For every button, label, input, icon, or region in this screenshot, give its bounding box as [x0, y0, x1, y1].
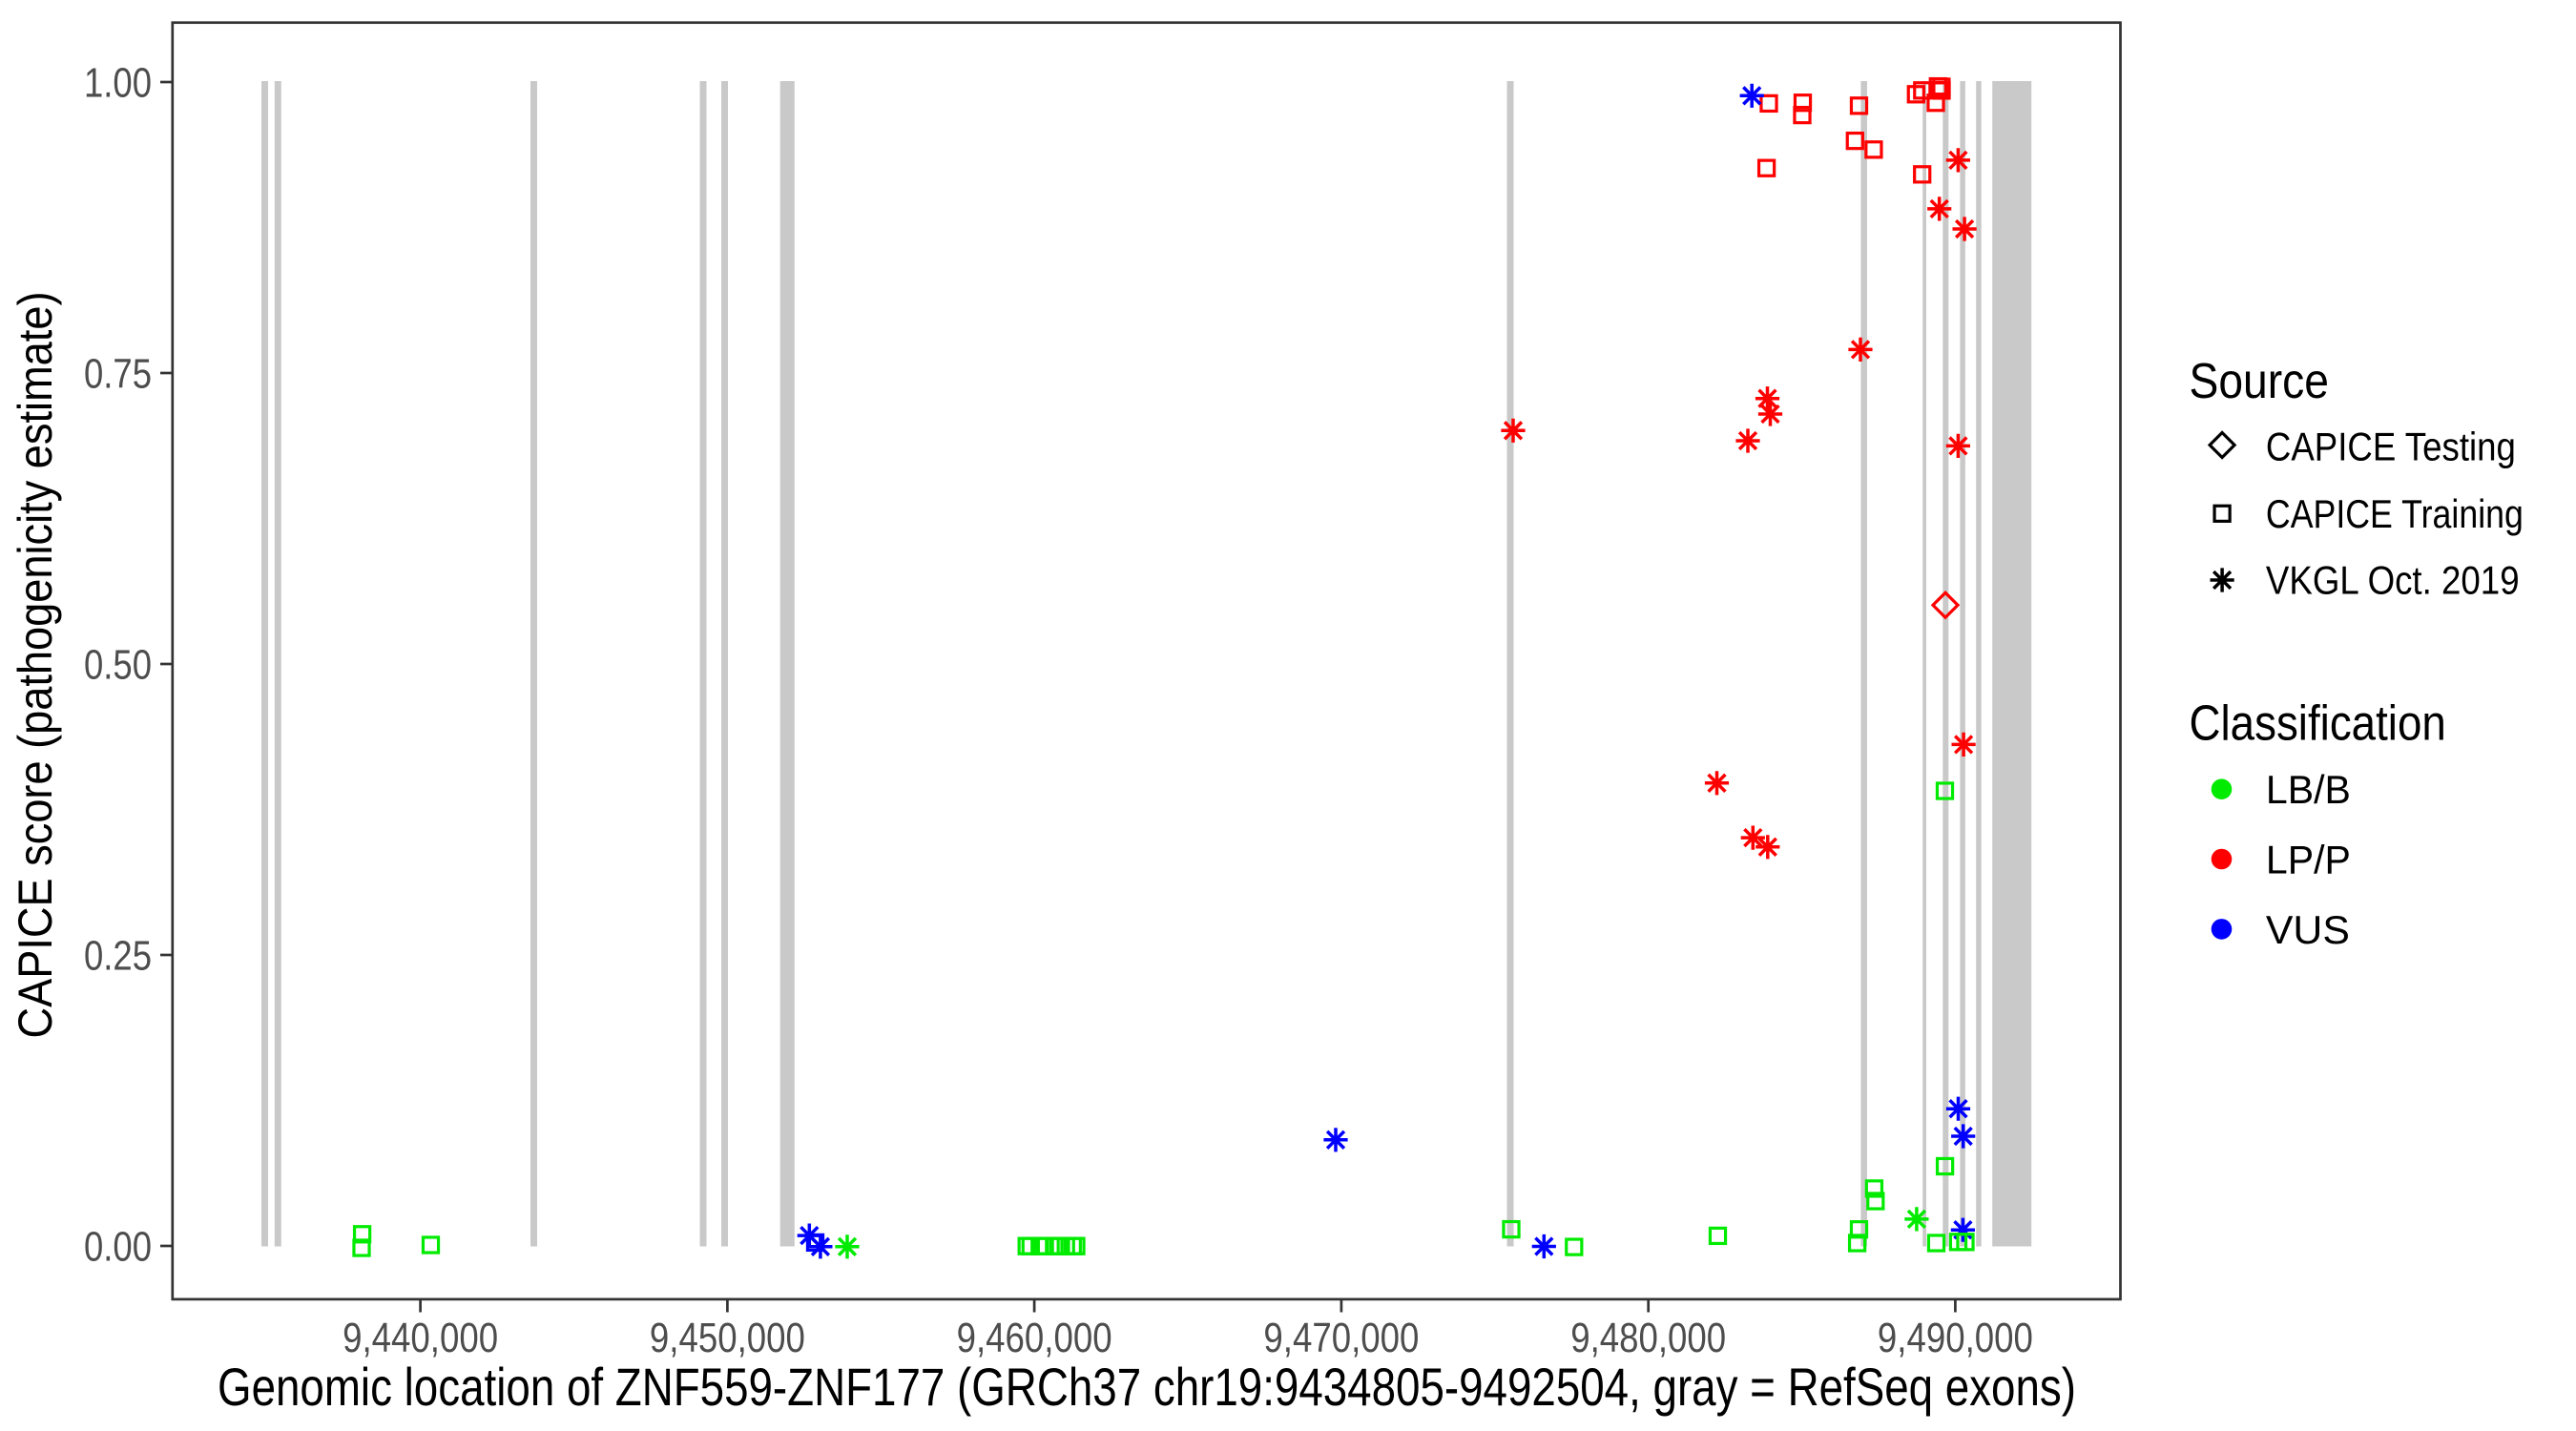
svg-text:9,460,000: 9,460,000 — [957, 1315, 1112, 1361]
svg-text:1.00: 1.00 — [84, 60, 152, 107]
svg-text:9,470,000: 9,470,000 — [1263, 1315, 1419, 1361]
svg-text:9,440,000: 9,440,000 — [343, 1315, 498, 1361]
svg-text:0.25: 0.25 — [84, 933, 152, 980]
svg-text:CAPICE Training: CAPICE Training — [2266, 491, 2524, 536]
svg-text:VUS: VUS — [2266, 907, 2350, 952]
svg-text:Genomic location of ZNF559-ZNF: Genomic location of ZNF559-ZNF177 (GRCh3… — [218, 1357, 2076, 1417]
svg-text:VKGL Oct. 2019: VKGL Oct. 2019 — [2266, 558, 2520, 603]
svg-text:Classification: Classification — [2190, 695, 2446, 751]
svg-text:0.50: 0.50 — [84, 642, 152, 689]
svg-text:9,480,000: 9,480,000 — [1570, 1315, 1726, 1361]
svg-text:Source: Source — [2190, 354, 2330, 409]
svg-text:0.00: 0.00 — [84, 1224, 152, 1271]
svg-text:9,490,000: 9,490,000 — [1878, 1315, 2033, 1361]
svg-text:LB/B: LB/B — [2266, 767, 2351, 812]
svg-text:CAPICE score (pathogenicity es: CAPICE score (pathogenicity estimate) — [9, 292, 62, 1039]
svg-text:9,450,000: 9,450,000 — [650, 1315, 805, 1361]
svg-text:CAPICE Testing: CAPICE Testing — [2266, 425, 2516, 469]
svg-text:LP/P: LP/P — [2266, 837, 2351, 881]
svg-text:0.75: 0.75 — [84, 351, 152, 398]
